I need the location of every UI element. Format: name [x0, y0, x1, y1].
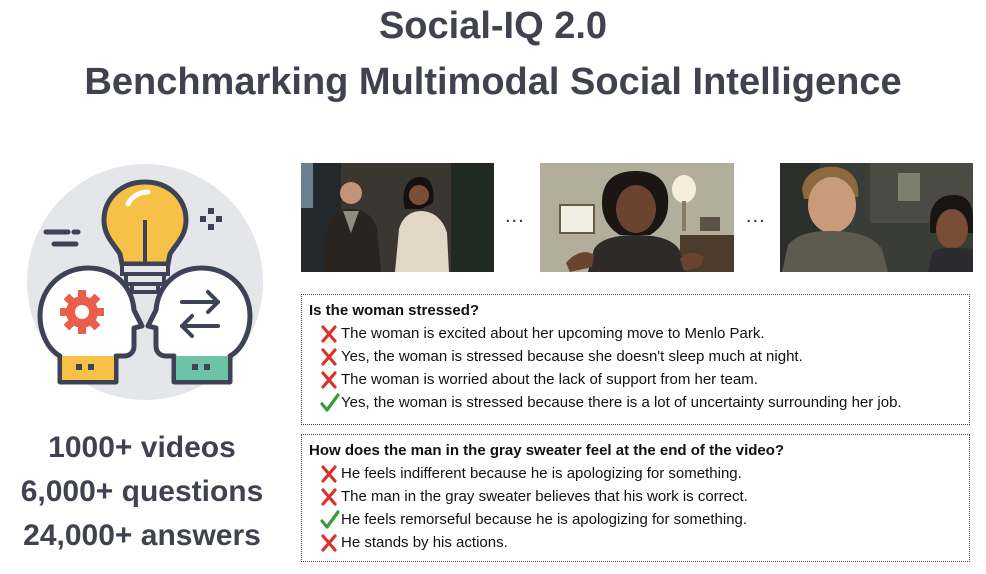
cross-icon	[321, 324, 337, 343]
cross-icon	[321, 533, 337, 552]
answer-text: The woman is worried about the lack of s…	[341, 371, 758, 388]
lightbulb-icon	[101, 179, 189, 294]
gear-icon	[60, 290, 104, 334]
answer-text: He feels indifferent because he is apolo…	[341, 465, 742, 482]
checkmark-icon	[320, 509, 340, 529]
stat-videos: 1000+ videos	[48, 431, 236, 464]
answer-text: The woman is excited about her upcoming …	[341, 325, 765, 342]
answer-option: The woman is excited about her upcoming …	[309, 322, 961, 345]
answer-text: Yes, the woman is stressed because there…	[341, 394, 902, 411]
cross-icon	[321, 487, 337, 506]
answer-option-correct: He feels remorseful because he is apolog…	[309, 508, 961, 531]
answer-text: The man in the gray sweater believes tha…	[341, 488, 748, 505]
question-text: How does the man in the gray sweater fee…	[309, 442, 785, 459]
checkmark-icon	[320, 392, 340, 412]
page-subtitle: Benchmarking Multimodal Social Intellige…	[84, 61, 902, 103]
answer-option: He feels indifferent because he is apolo…	[309, 462, 961, 485]
cross-icon	[321, 347, 337, 366]
question-text: Is the woman stressed?	[309, 302, 480, 319]
video-frame-1	[301, 163, 494, 272]
answer-option: Yes, the woman is stressed because she d…	[309, 345, 961, 368]
arrows-exchange-icon	[180, 290, 220, 338]
video-frame-3	[780, 163, 973, 272]
stat-questions: 6,000+ questions	[20, 475, 264, 508]
frame-separator-2: ...	[746, 205, 766, 227]
answer-option: The man in the gray sweater believes tha…	[309, 485, 961, 508]
answer-text: Yes, the woman is stressed because she d…	[341, 348, 803, 365]
frame-separator-1: ...	[505, 205, 525, 227]
page-title: Social-IQ 2.0	[378, 5, 608, 47]
dash-lines-icon	[43, 229, 81, 247]
answer-option: The woman is worried about the lack of s…	[309, 368, 961, 391]
sparkle-icon	[200, 208, 222, 230]
answer-option-correct: Yes, the woman is stressed because there…	[309, 391, 961, 414]
qa-box-2: How does the man in the gray sweater fee…	[301, 434, 970, 562]
answer-text: He feels remorseful because he is apolog…	[341, 511, 748, 528]
answer-option: He stands by his actions.	[309, 531, 961, 554]
cross-icon	[321, 464, 337, 483]
social-intelligence-illustration	[27, 164, 263, 400]
stat-answers: 24,000+ answers	[23, 519, 261, 552]
qa-box-1: Is the woman stressed? The woman is exci…	[301, 294, 970, 425]
answer-text: He stands by his actions.	[341, 534, 508, 551]
video-frame-2	[540, 163, 734, 272]
cross-icon	[321, 370, 337, 389]
